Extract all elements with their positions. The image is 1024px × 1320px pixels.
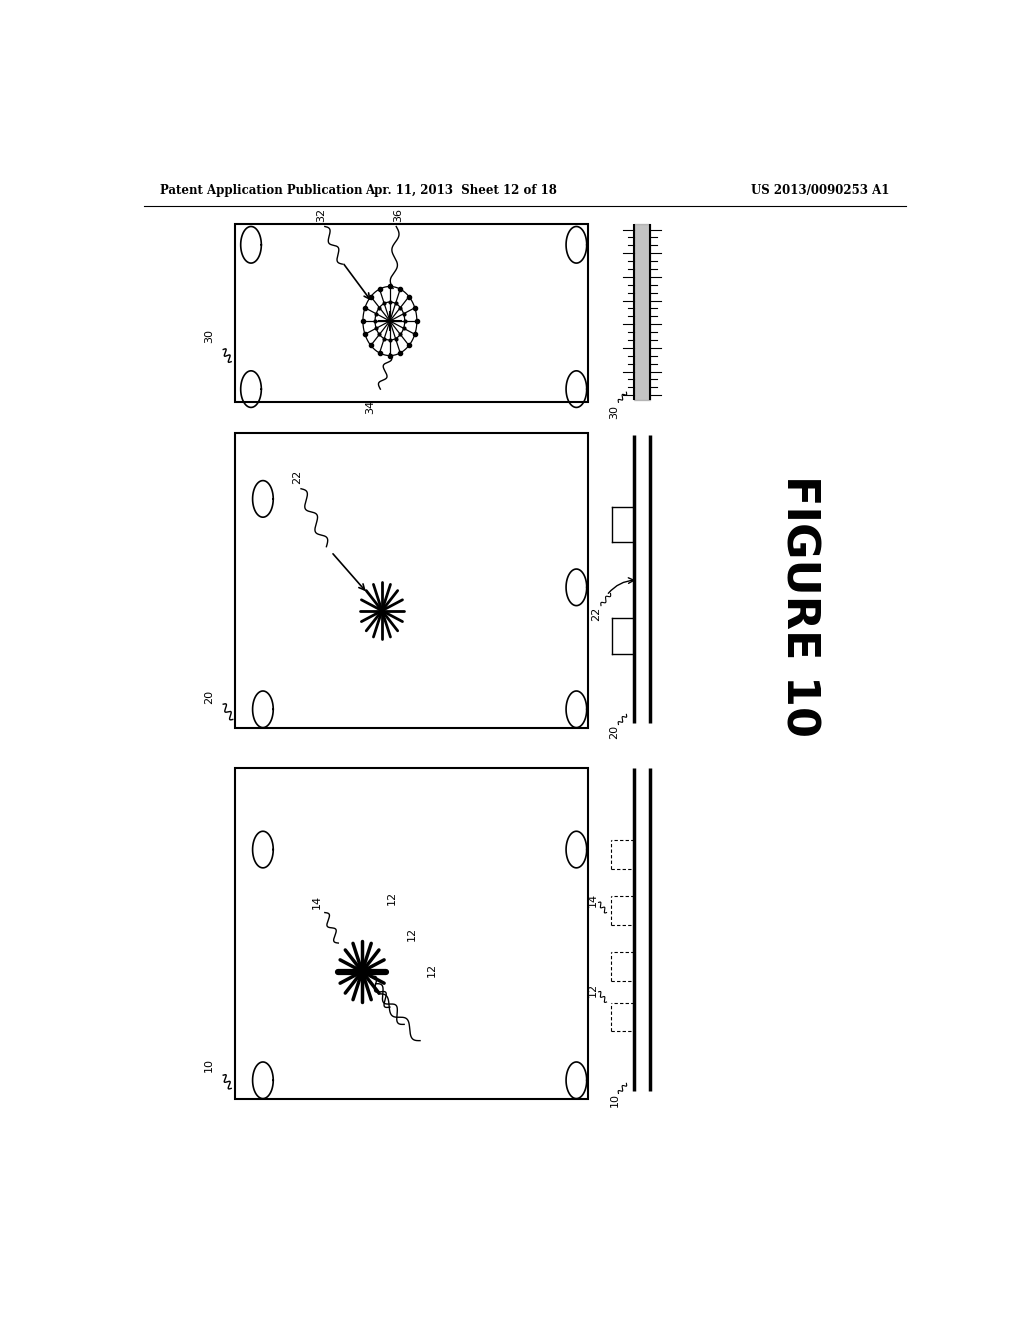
Text: 12: 12 <box>427 962 437 977</box>
Text: Patent Application Publication: Patent Application Publication <box>160 183 362 197</box>
Bar <box>236 433 588 727</box>
Text: 14: 14 <box>312 895 322 908</box>
Bar <box>236 768 588 1098</box>
Text: 14: 14 <box>588 894 598 907</box>
Text: 34: 34 <box>365 400 375 414</box>
Bar <box>236 224 588 403</box>
Text: 20: 20 <box>609 725 620 739</box>
Text: 10: 10 <box>609 1093 620 1107</box>
Text: US 2013/0090253 A1: US 2013/0090253 A1 <box>752 183 890 197</box>
Text: 12: 12 <box>386 891 396 906</box>
Text: 32: 32 <box>315 209 326 223</box>
Text: 36: 36 <box>393 209 402 223</box>
Text: 22: 22 <box>591 607 601 620</box>
Text: 10: 10 <box>204 1059 214 1072</box>
Text: 30: 30 <box>204 329 214 343</box>
Text: 20: 20 <box>204 690 214 704</box>
Text: Apr. 11, 2013  Sheet 12 of 18: Apr. 11, 2013 Sheet 12 of 18 <box>366 183 557 197</box>
Text: 12: 12 <box>588 983 598 997</box>
Text: 12: 12 <box>408 927 417 941</box>
Text: 30: 30 <box>609 405 620 420</box>
Text: FIGURE 10: FIGURE 10 <box>777 475 820 737</box>
Text: 22: 22 <box>292 470 302 483</box>
